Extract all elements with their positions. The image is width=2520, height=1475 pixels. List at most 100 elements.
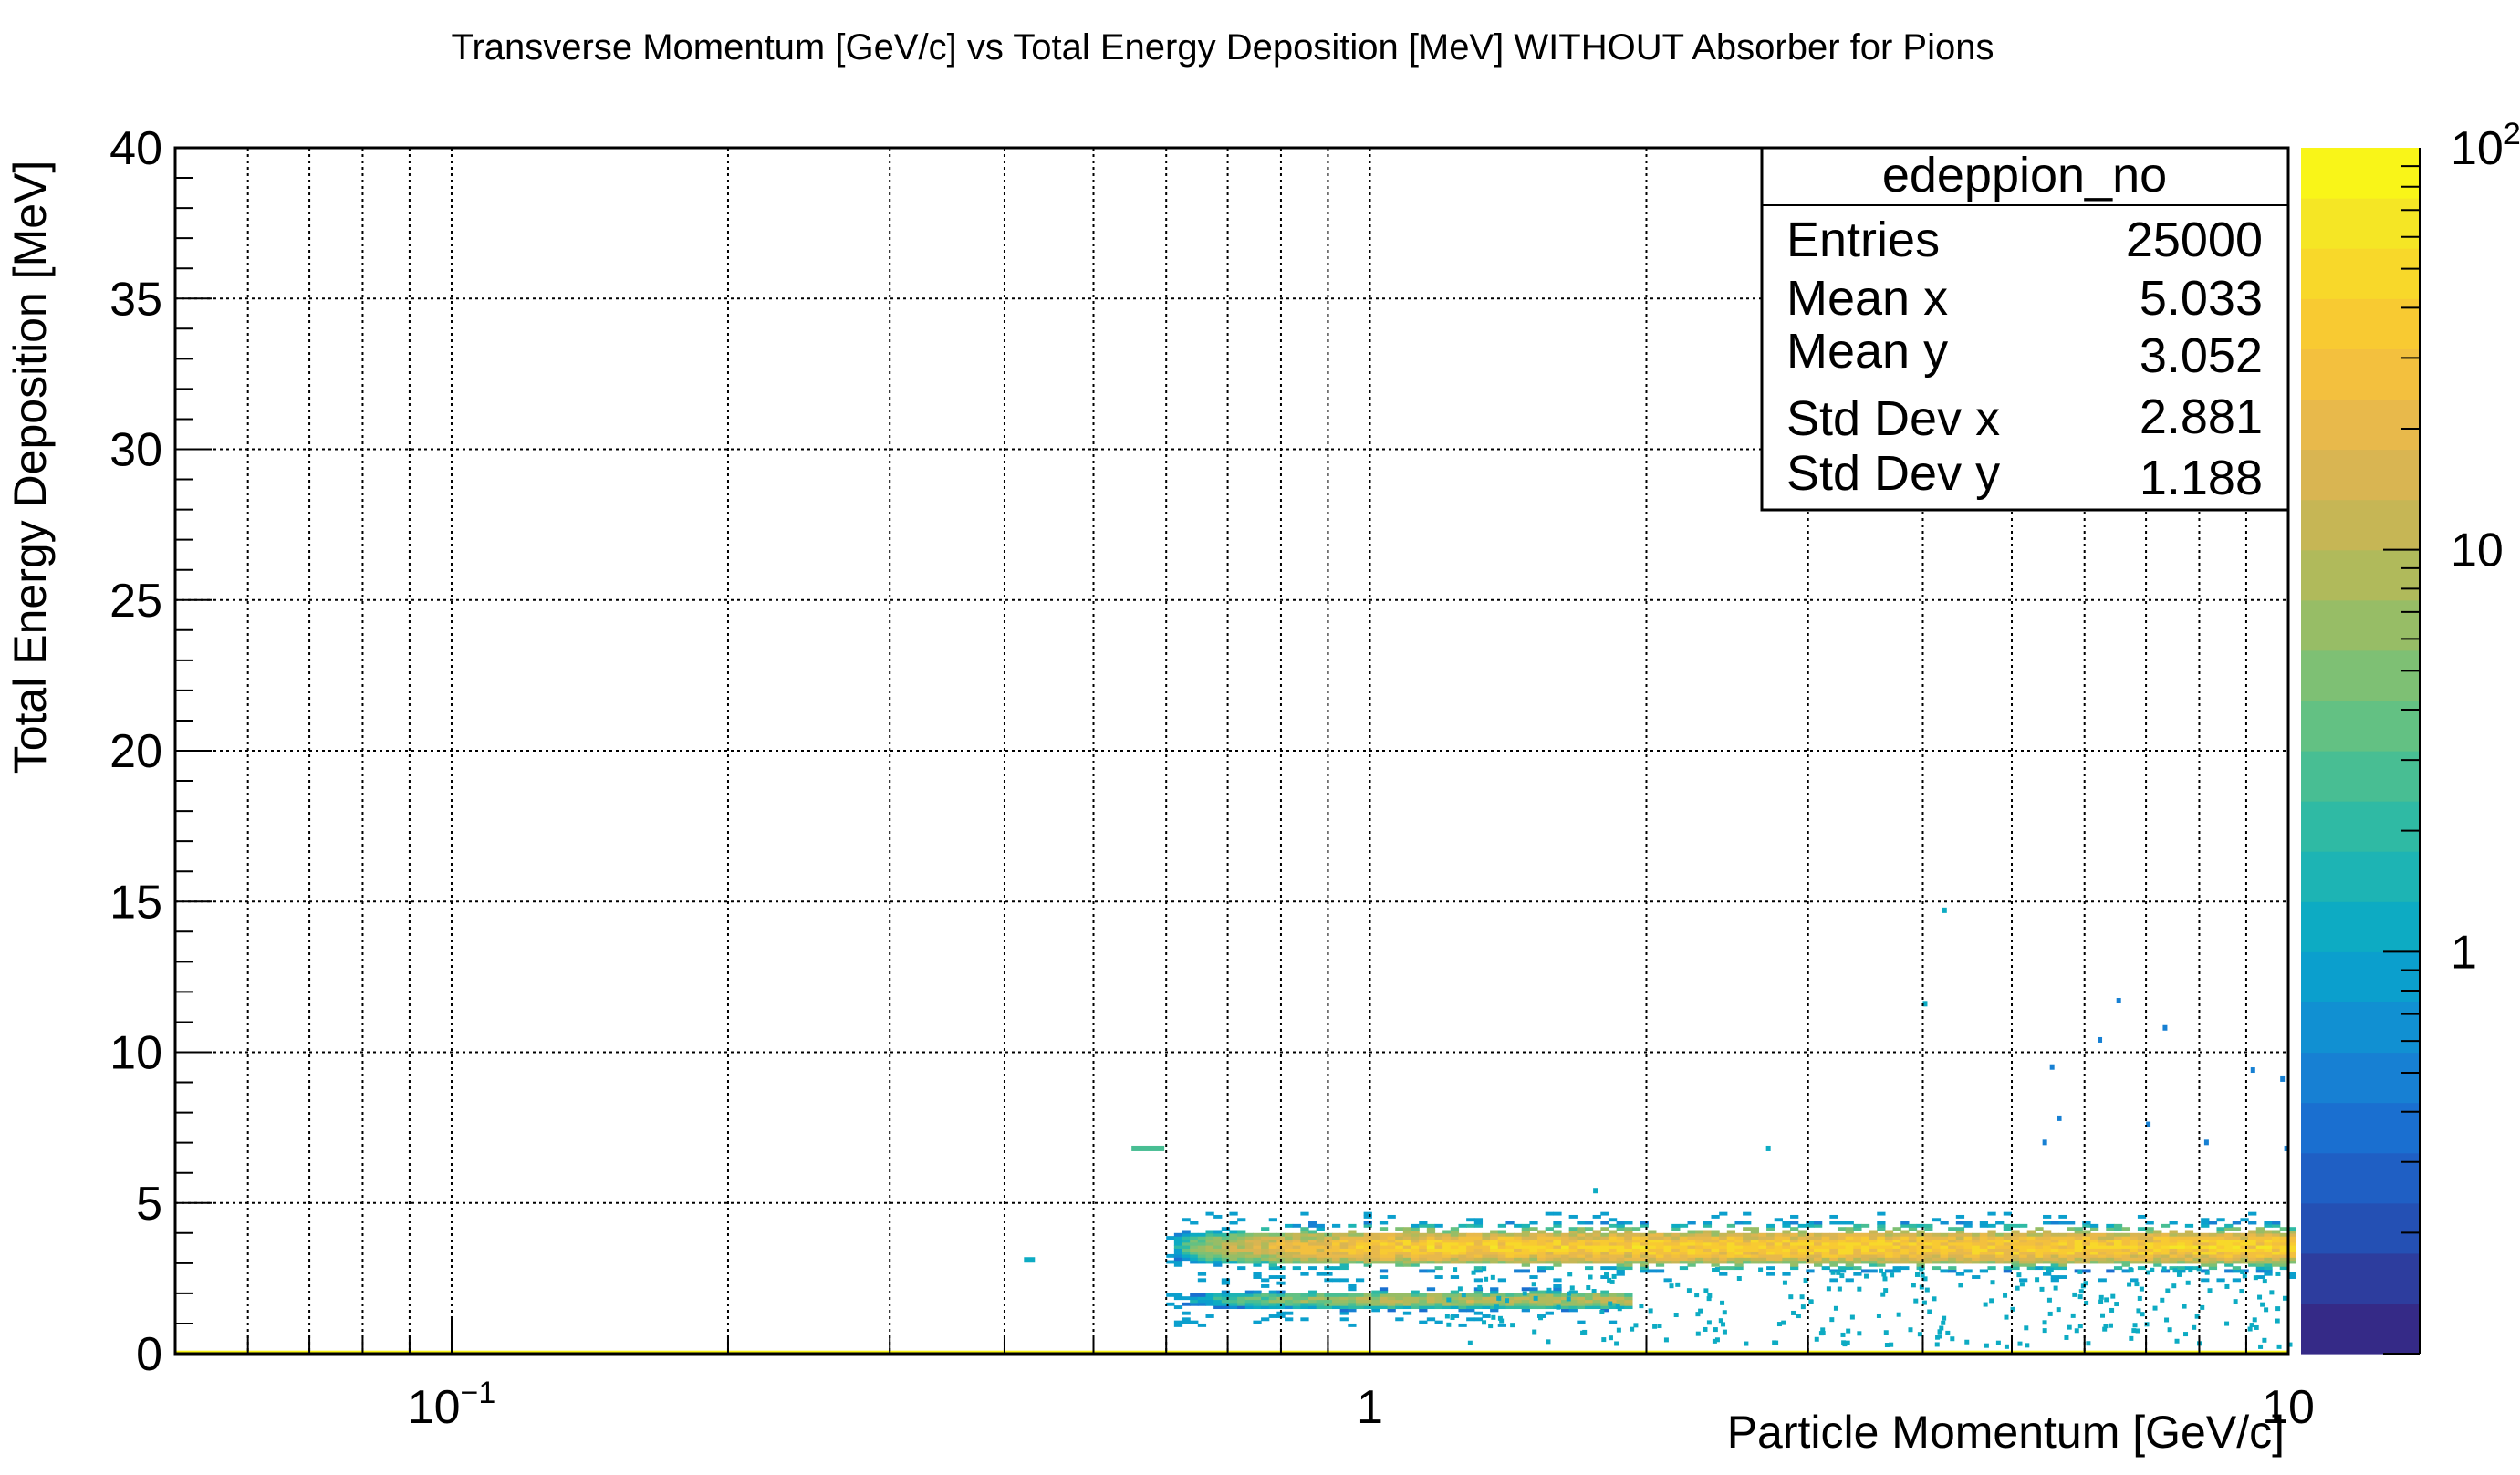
heatmap-cell	[1995, 1260, 2005, 1264]
heatmap-cell	[1205, 1293, 1214, 1297]
heatmap-cell	[2050, 1260, 2059, 1264]
heatmap-cell	[2208, 1260, 2218, 1264]
heatmap-cell	[1324, 1299, 1333, 1304]
heatmap-cell	[1782, 1245, 1791, 1249]
heatmap-cell	[1497, 1239, 1507, 1243]
heatmap-cell	[1869, 1260, 1878, 1264]
heatmap-cell	[1837, 1257, 1847, 1262]
heatmap-cell	[1630, 1326, 1635, 1332]
heatmap-cell	[1916, 1260, 1925, 1264]
heatmap-cell	[1955, 1239, 1965, 1243]
heatmap-cell	[2153, 1232, 2162, 1237]
heatmap-cell	[1726, 1239, 1736, 1243]
heatmap-cell	[1655, 1232, 1665, 1237]
heatmap-cell	[2067, 1324, 2072, 1330]
heatmap-cell	[1972, 1260, 1981, 1264]
heatmap-cell	[2074, 1230, 2083, 1234]
heatmap-cell	[1758, 1253, 1767, 1258]
heatmap-cell	[1837, 1239, 1847, 1243]
heatmap-cell	[1514, 1245, 1523, 1249]
heatmap-cell	[1734, 1266, 1744, 1271]
heatmap-cell	[2043, 1251, 2052, 1255]
heatmap-cell	[1285, 1248, 1294, 1252]
heatmap-cell	[1837, 1241, 1847, 1246]
heatmap-cell	[1900, 1266, 1910, 1271]
heatmap-cell	[1616, 1251, 1625, 1255]
heatmap-cell	[1553, 1283, 1562, 1288]
heatmap-cell	[2137, 1241, 2147, 1246]
stats-value-std-dev-y: 1.188	[2140, 451, 2263, 505]
heatmap-cell	[1567, 1272, 1573, 1277]
heatmap-cell	[1316, 1272, 1325, 1276]
heatmap-cell	[1853, 1241, 1862, 1246]
heatmap-cell	[1529, 1299, 1538, 1304]
heatmap-cell	[1331, 1232, 1341, 1237]
heatmap-cell	[1869, 1257, 1878, 1262]
heatmap-cell	[1363, 1299, 1372, 1304]
heatmap-cell	[1703, 1260, 1713, 1264]
heatmap-cell	[1955, 1260, 1965, 1264]
heatmap-cell	[1190, 1299, 1199, 1304]
heatmap-cell	[1577, 1260, 1586, 1264]
heatmap-cell	[1948, 1245, 1957, 1249]
heatmap-cell	[1616, 1327, 1621, 1333]
heatmap-cell	[1837, 1266, 1847, 1271]
heatmap-cell	[1553, 1278, 1562, 1283]
heatmap-cell	[2177, 1236, 2186, 1241]
heatmap-cell	[1624, 1239, 1633, 1243]
heatmap-cell	[2216, 1253, 2225, 1258]
heatmap-cell	[1308, 1266, 1317, 1271]
heatmap-cell	[1529, 1248, 1538, 1252]
heatmap-cell	[1197, 1278, 1207, 1283]
heatmap-cell	[1324, 1248, 1333, 1252]
color-scale-segment	[2301, 348, 2420, 400]
heatmap-cell	[1434, 1293, 1443, 1297]
heatmap-cell	[1402, 1260, 1412, 1264]
heatmap-cell	[1505, 1305, 1515, 1310]
heatmap-cell	[1711, 1214, 1720, 1219]
heatmap-cell	[1790, 1257, 1799, 1262]
heatmap-cell	[1837, 1232, 1847, 1237]
heatmap-cell	[2201, 1248, 2210, 1252]
heatmap-cell	[1797, 1245, 1807, 1249]
heatmap-cell	[1853, 1248, 1862, 1252]
heatmap-cell	[1624, 1253, 1633, 1258]
heatmap-cell	[1845, 1230, 1854, 1234]
heatmap-cell	[2035, 1253, 2044, 1258]
heatmap-cell	[1714, 1337, 1720, 1343]
heatmap-cell	[1814, 1262, 1823, 1267]
heatmap-cell	[1584, 1299, 1594, 1304]
heatmap-cell	[1497, 1323, 1507, 1327]
heatmap-cell	[1743, 1260, 1752, 1264]
heatmap-cell	[1221, 1281, 1231, 1285]
heatmap-cell	[1803, 1277, 1808, 1283]
heatmap-cell	[1917, 1332, 1922, 1337]
heatmap-cell	[2182, 1304, 2187, 1309]
color-scale-segment	[2301, 1252, 2420, 1304]
heatmap-cell	[2134, 1282, 2140, 1287]
heatmap-cell	[2145, 1230, 2154, 1234]
heatmap-cell	[1750, 1245, 1760, 1249]
heatmap-cell	[2019, 1248, 2028, 1252]
heatmap-cell	[1608, 1320, 1618, 1324]
heatmap-cell	[1766, 1232, 1775, 1237]
heatmap-cell	[1766, 1223, 1775, 1228]
heatmap-cell	[2137, 1232, 2147, 1237]
heatmap-cell	[1331, 1305, 1341, 1310]
heatmap-cell	[2201, 1221, 2210, 1225]
heatmap-cell	[2011, 1260, 2020, 1264]
heatmap-cell	[1592, 1239, 1601, 1243]
heatmap-cell	[1482, 1248, 1491, 1252]
heatmap-cell	[1292, 1257, 1301, 1262]
heatmap-cell	[1308, 1221, 1317, 1225]
heatmap-cell	[1845, 1248, 1854, 1252]
heatmap-cell	[1213, 1230, 1223, 1234]
heatmap-cell	[1884, 1232, 1894, 1237]
heatmap-cell	[2098, 1241, 2107, 1246]
heatmap-cell	[1173, 1248, 1183, 1252]
heatmap-cell	[2279, 1239, 2288, 1243]
heatmap-cell	[1568, 1305, 1578, 1310]
heatmap-cell	[1845, 1221, 1854, 1225]
heatmap-cell	[2287, 1230, 2296, 1234]
heatmap-cell	[1860, 1257, 1870, 1262]
